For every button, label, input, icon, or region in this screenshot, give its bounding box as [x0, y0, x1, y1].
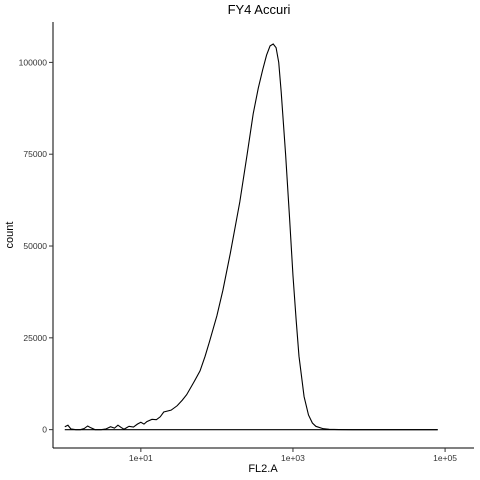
y-axis-label: count	[4, 222, 16, 249]
x-axis-label: FL2.A	[248, 463, 278, 475]
chart-title: FY4 Accuri	[228, 2, 291, 17]
x-axis-ticks: 1e+01 1e+03 1e+05	[129, 448, 457, 463]
y-axis-ticks: 0 25000 50000 75000 100000	[19, 57, 53, 435]
y-tick-label: 25000	[23, 333, 47, 343]
density-curve	[64, 43, 438, 431]
plot-area	[64, 43, 438, 431]
x-tick-label: 1e+05	[433, 453, 457, 463]
y-tick-label: 100000	[19, 57, 48, 67]
x-tick-label: 1e+01	[129, 453, 153, 463]
y-tick-label: 0	[42, 425, 47, 435]
x-tick-label: 1e+03	[281, 453, 305, 463]
y-tick-label: 50000	[23, 241, 47, 251]
y-tick-label: 75000	[23, 149, 47, 159]
